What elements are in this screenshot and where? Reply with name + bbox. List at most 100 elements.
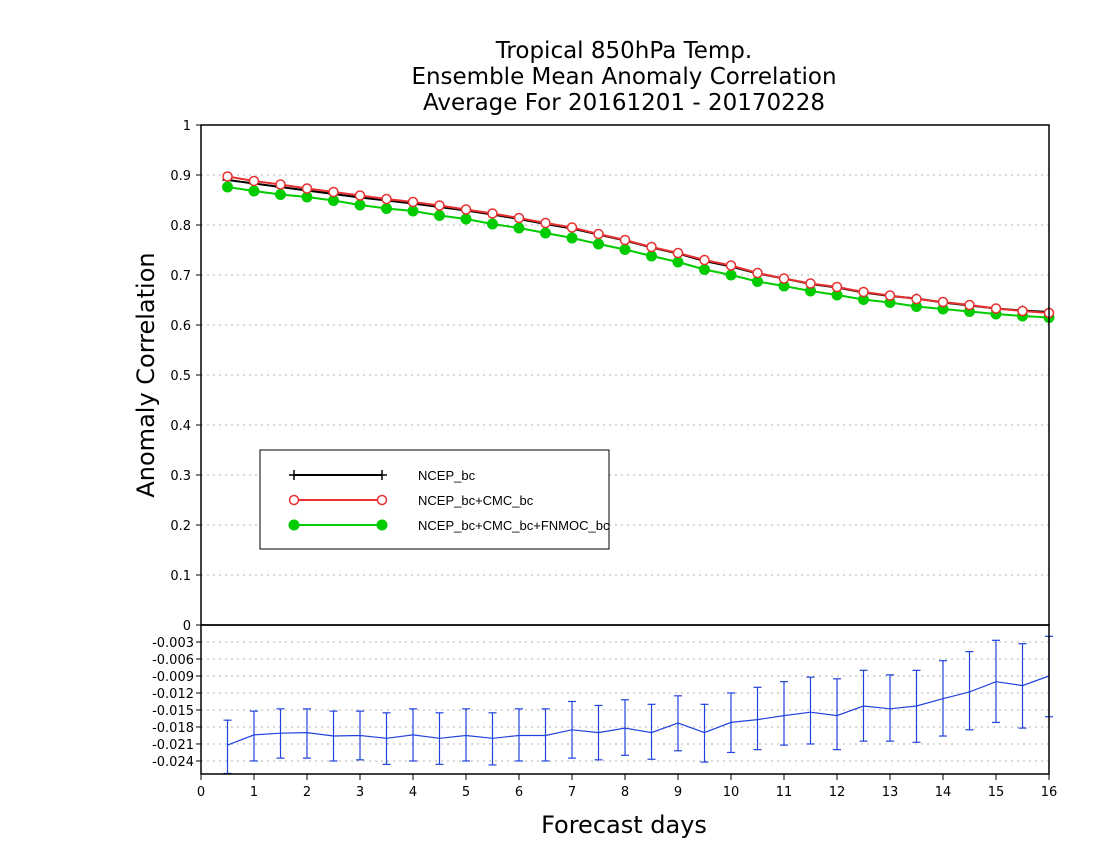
series-marker xyxy=(805,278,816,289)
bottom-y-tick-label: -0.021 xyxy=(152,738,194,753)
legend-label: NCEP_bc xyxy=(418,468,476,483)
top-y-tick-label: 0.5 xyxy=(170,369,191,384)
x-tick-label: 11 xyxy=(776,785,793,800)
series-marker xyxy=(593,228,604,240)
series-marker xyxy=(619,244,631,255)
bottom-y-axis-ticks: -0.024 -0.021 -0.018 -0.015 -0.012 -0.009 -0.0… xyxy=(152,624,201,770)
chart-title-line-1: Tropical 850hPa Temp. xyxy=(495,38,752,64)
bottom-y-tick-label: -0.024 xyxy=(152,755,194,770)
bottom-panel-series xyxy=(223,635,1053,775)
x-tick-label: 16 xyxy=(1041,785,1058,800)
series-marker xyxy=(593,238,604,250)
series-marker xyxy=(937,296,949,308)
x-tick-label: 8 xyxy=(621,785,629,800)
top-panel-series xyxy=(222,171,1055,323)
series-marker xyxy=(487,208,498,219)
series-marker xyxy=(540,227,551,239)
legend-marker xyxy=(289,470,299,480)
legend-marker xyxy=(288,519,300,531)
difference-series xyxy=(223,635,1053,775)
bottom-y-tick-label: -0.018 xyxy=(152,721,194,736)
top-y-tick-label: 0.8 xyxy=(170,219,191,234)
series-marker xyxy=(275,179,286,190)
series-marker xyxy=(725,260,737,271)
series-marker xyxy=(725,269,737,281)
x-tick-label: 4 xyxy=(409,785,417,800)
top-y-tick-label: 0 xyxy=(183,619,191,634)
series-marker xyxy=(407,196,419,208)
series-marker xyxy=(646,250,657,262)
series-marker xyxy=(434,210,445,221)
series-marker xyxy=(460,213,472,225)
top-y-axis-ticks: 0 0.1 0.2 0.3 0.4 0.5 0.6 0.7 0.8 0.9 1 xyxy=(170,119,201,634)
top-y-tick-label: 0.9 xyxy=(170,169,191,184)
x-tick-label: 15 xyxy=(988,785,1005,800)
top-y-tick-label: 0.7 xyxy=(170,269,191,284)
series-marker xyxy=(460,204,472,215)
top-y-tick-label: 0.4 xyxy=(170,419,191,434)
series-marker xyxy=(301,183,313,194)
x-tick-label: 1 xyxy=(250,785,258,800)
series-marker xyxy=(752,267,763,279)
series-marker xyxy=(275,189,286,200)
bottom-y-tick-label: -0.003 xyxy=(152,636,194,651)
series-marker xyxy=(566,232,578,244)
series-marker xyxy=(222,171,233,182)
top-y-tick-label: 0.6 xyxy=(170,319,191,334)
series-marker xyxy=(354,190,366,201)
legend-marker xyxy=(377,470,387,480)
series-marker xyxy=(540,217,551,229)
series-marker xyxy=(513,222,525,234)
series-marker xyxy=(248,175,260,187)
x-tick-label: 2 xyxy=(303,785,311,800)
series-marker xyxy=(831,281,843,293)
series-marker xyxy=(566,222,578,233)
x-axis-label: Forecast days xyxy=(541,811,707,839)
x-tick-label: 0 xyxy=(197,785,205,800)
series-marker xyxy=(619,234,631,246)
series-marker xyxy=(990,303,1002,314)
x-tick-label: 14 xyxy=(935,785,952,800)
legend-marker xyxy=(288,494,300,506)
series-marker xyxy=(672,247,684,259)
series-marker xyxy=(487,218,498,230)
series-marker xyxy=(858,286,869,298)
top-y-tick-label: 1 xyxy=(183,119,191,134)
series-marker xyxy=(222,181,233,193)
chart-title-line-2: Ensemble Mean Anomaly Correlation xyxy=(411,64,836,90)
x-tick-label: 3 xyxy=(356,785,364,800)
chart-title-line-3: Average For 20161201 - 20170228 xyxy=(423,90,825,116)
top-y-tick-label: 0.1 xyxy=(170,569,191,584)
x-tick-label: 6 xyxy=(515,785,523,800)
bottom-y-tick-label: -0.012 xyxy=(152,687,194,702)
series-marker xyxy=(513,212,525,224)
top-y-tick-label: 0.2 xyxy=(170,519,191,534)
series-marker xyxy=(699,264,710,275)
series-2 xyxy=(222,181,1055,323)
series-marker xyxy=(434,200,445,211)
series-marker xyxy=(699,254,710,266)
series-marker xyxy=(248,185,260,197)
x-tick-label: 12 xyxy=(829,785,846,800)
bottom-y-tick-label: -0.006 xyxy=(152,653,194,668)
bottom-y-tick-label: -0.009 xyxy=(152,670,194,685)
series-marker xyxy=(381,203,392,214)
series-marker xyxy=(778,273,790,284)
x-tick-label: 7 xyxy=(568,785,576,800)
series-marker xyxy=(1017,305,1028,317)
x-tick-label: 5 xyxy=(462,785,470,800)
x-tick-label: 10 xyxy=(723,785,740,800)
legend: NCEP_bc NCEP_bc+CMC_bc NCEP_bc+CMC_bc+FNMO… xyxy=(259,449,610,550)
series-marker xyxy=(328,186,339,198)
legend-marker xyxy=(376,494,388,506)
bottom-y-tick-label: -0.015 xyxy=(152,704,194,719)
series-1 xyxy=(222,171,1055,319)
series-marker xyxy=(354,199,366,211)
legend-label: NCEP_bc+CMC_bc xyxy=(418,493,534,508)
top-y-tick-label: 0.3 xyxy=(170,469,191,484)
series-marker xyxy=(911,293,922,305)
legend-label: NCEP_bc+CMC_bc+FNMOC_bc xyxy=(418,518,610,533)
series-marker xyxy=(381,193,392,205)
series-marker xyxy=(646,241,657,253)
